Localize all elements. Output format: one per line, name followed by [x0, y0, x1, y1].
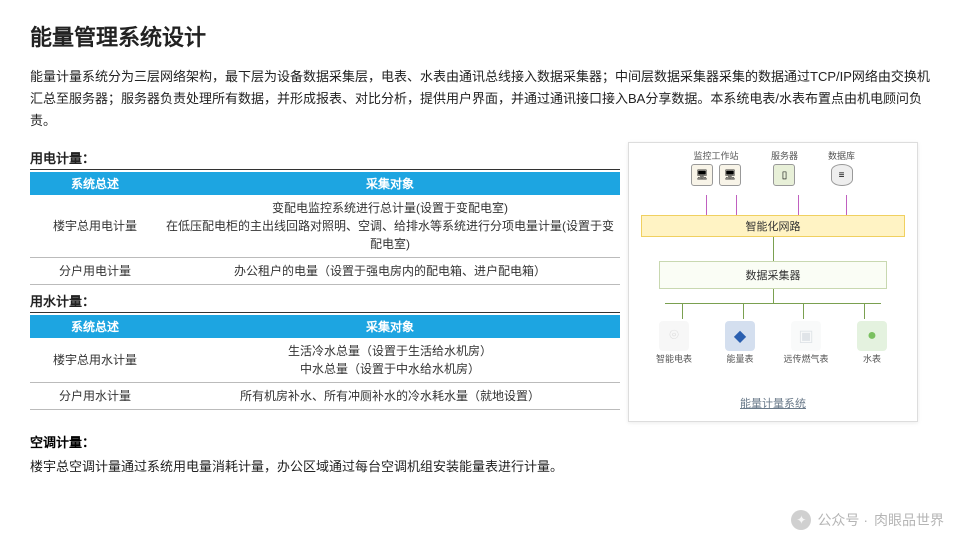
- gas-meter-icon: ▣: [791, 321, 821, 351]
- table-header: 采集对象: [160, 315, 620, 338]
- smart-electric-meter-icon: ⌾: [659, 321, 689, 351]
- intro-paragraph: 能量计量系统分为三层网络架构，最下层为设备数据采集层，电表、水表由通讯总线接入数…: [30, 66, 930, 132]
- ac-section-label: 空调计量：: [30, 432, 930, 451]
- server-icon: ▯: [773, 164, 795, 186]
- water-section-label: 用水计量：: [30, 291, 620, 313]
- diagram-group-label: 服务器: [771, 149, 798, 162]
- table-cell: 所有机房补水、所有冲厕补水的冷水耗水量（就地设置）: [160, 383, 620, 410]
- table-cell: 分户用电计量: [30, 258, 160, 285]
- diagram-connector: [665, 289, 881, 319]
- table-cell: 办公租户的电量（设置于强电房内的配电箱、进户配电箱）: [160, 258, 620, 285]
- table-row: 楼宇总用水计量 生活冷水总量（设置于生活给水机房）中水总量（设置于中水给水机房）: [30, 338, 620, 383]
- diagram-network-band: 智能化网路: [641, 215, 905, 237]
- tables-column: 用电计量： 系统总述 采集对象 楼宇总用电计量 变配电监控系统进行总计量(设置于…: [30, 142, 620, 422]
- electricity-section-label: 用电计量：: [30, 148, 620, 170]
- table-cell: 楼宇总用电计量: [30, 195, 160, 258]
- system-diagram: 监控工作站 🖥 🖥 服务器 ▯ 数据库: [628, 142, 918, 422]
- diagram-collector-band: 数据采集器: [659, 261, 887, 289]
- watermark: ✦ 公众号 · 肉眼品世界: [791, 510, 944, 530]
- diagram-caption: 能量计量系统: [629, 395, 917, 411]
- table-cell: 生活冷水总量（设置于生活给水机房）中水总量（设置于中水给水机房）: [160, 338, 620, 383]
- diagram-meter-label: 远传燃气表: [783, 354, 828, 365]
- table-cell: 分户用水计量: [30, 383, 160, 410]
- diagram-connector: [669, 195, 877, 215]
- database-icon: ≡: [831, 164, 853, 186]
- table-header: 采集对象: [160, 172, 620, 195]
- electricity-table: 系统总述 采集对象 楼宇总用电计量 变配电监控系统进行总计量(设置于变配电室)在…: [30, 172, 620, 285]
- page-title: 能量管理系统设计: [30, 20, 930, 52]
- wechat-icon: ✦: [791, 510, 811, 530]
- watermark-name: 肉眼品世界: [874, 510, 944, 530]
- watermark-prefix: 公众号 ·: [817, 510, 868, 530]
- table-row: 楼宇总用电计量 变配电监控系统进行总计量(设置于变配电室)在低压配电柜的主出线回…: [30, 195, 620, 258]
- diagram-meter: ⌾ 智能电表: [646, 321, 702, 365]
- diagram-meter-label: 能量表: [726, 354, 753, 365]
- diagram-group-label: 监控工作站: [693, 149, 738, 162]
- diagram-meter-label: 智能电表: [656, 354, 692, 365]
- table-header: 系统总述: [30, 315, 160, 338]
- diagram-group-label: 数据库: [828, 149, 855, 162]
- table-cell: 变配电监控系统进行总计量(设置于变配电室)在低压配电柜的主出线回路对照明、空调、…: [160, 195, 620, 258]
- table-cell: 楼宇总用水计量: [30, 338, 160, 383]
- table-row: 分户用水计量 所有机房补水、所有冲厕补水的冷水耗水量（就地设置）: [30, 383, 620, 410]
- water-meter-icon: ●: [857, 321, 887, 351]
- table-row: 分户用电计量 办公租户的电量（设置于强电房内的配电箱、进户配电箱）: [30, 258, 620, 285]
- workstation-icon: 🖥: [691, 164, 713, 186]
- water-table: 系统总述 采集对象 楼宇总用水计量 生活冷水总量（设置于生活给水机房）中水总量（…: [30, 315, 620, 410]
- diagram-meter: ● 水表: [844, 321, 900, 365]
- diagram-meter-label: 水表: [863, 354, 881, 365]
- diagram-meter: ▣ 远传燃气表: [778, 321, 834, 365]
- ac-section-text: 楼宇总空调计量通过系统用电量消耗计量，办公区域通过每台空调机组安装能量表进行计量…: [30, 457, 930, 478]
- diagram-meter: ◆ 能量表: [712, 321, 768, 365]
- table-header: 系统总述: [30, 172, 160, 195]
- workstation-icon: 🖥: [719, 164, 741, 186]
- energy-meter-icon: ◆: [725, 321, 755, 351]
- diagram-connector: [773, 237, 774, 261]
